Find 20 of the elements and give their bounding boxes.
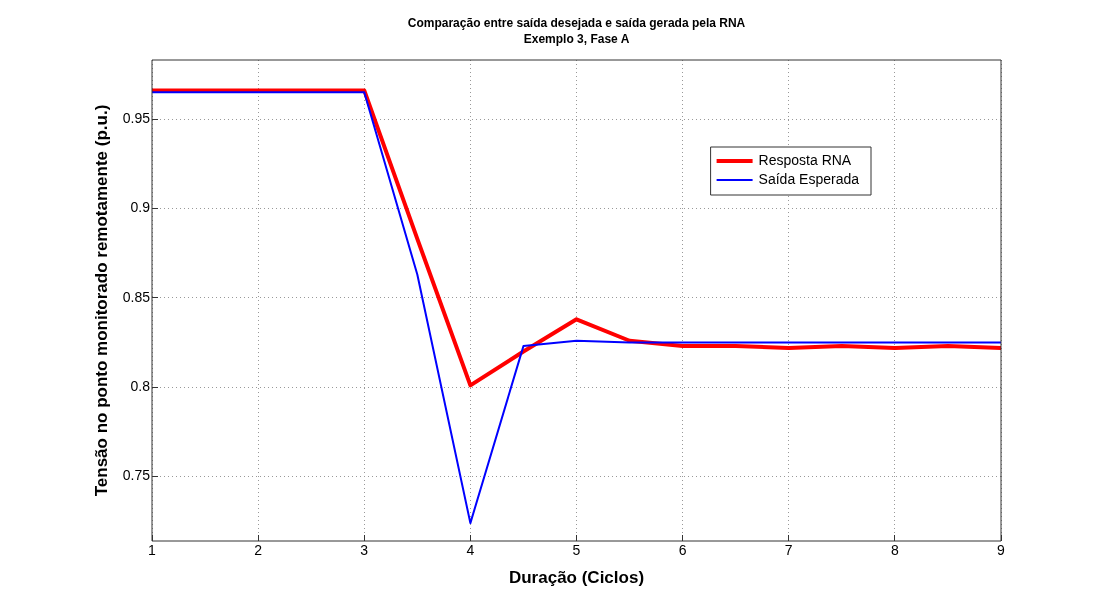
legend-label: Saída Esperada xyxy=(758,170,860,187)
chart-title: Comparação entre saída desejada e saída gerada pela RNA xyxy=(407,16,746,31)
x-axis-title: Duração (Ciclos) xyxy=(508,567,645,587)
x-tick-label: 8 xyxy=(890,542,899,559)
chart-subtitle: Exemplo 3, Fase A xyxy=(523,32,630,47)
y-tick-label: 0.9 xyxy=(130,199,151,216)
y-tick-label: 0.85 xyxy=(122,288,151,305)
x-tick-label: 2 xyxy=(254,542,263,559)
y-tick-label: 0.95 xyxy=(122,109,151,126)
y-axis-title: Tensão no ponto monitorado remotamente (p.u.) xyxy=(91,104,111,497)
legend-label: Resposta RNA xyxy=(758,151,852,168)
x-tick-label: 6 xyxy=(678,542,687,559)
y-tick-label: 0.8 xyxy=(130,378,151,395)
x-tick-label: 5 xyxy=(572,542,581,559)
x-tick-label: 3 xyxy=(360,542,369,559)
x-tick-label: 9 xyxy=(997,542,1006,559)
y-tick-label: 0.75 xyxy=(122,467,151,484)
x-tick-label: 7 xyxy=(784,542,793,559)
x-tick-label: 4 xyxy=(466,542,475,559)
x-tick-label: 1 xyxy=(148,542,157,559)
